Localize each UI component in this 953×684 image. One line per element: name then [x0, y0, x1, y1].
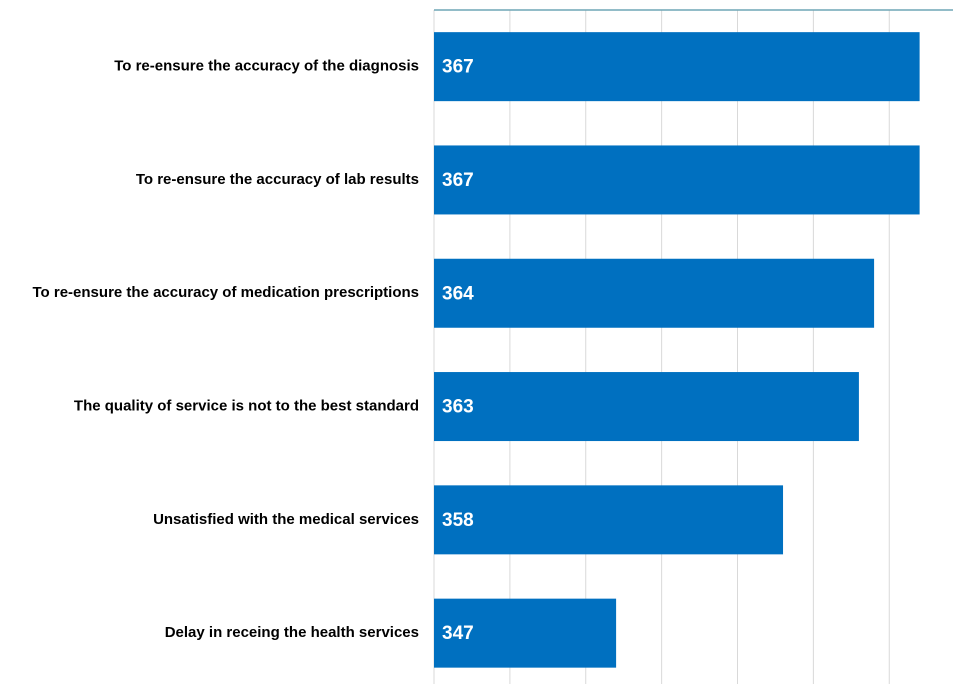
y-tick-label: To re-ensure the accuracy of the diagnos…	[114, 58, 419, 75]
bar	[434, 372, 859, 442]
y-tick-label: The quality of service is not to the bes…	[74, 398, 419, 415]
bar	[434, 145, 920, 215]
value-label: 347	[442, 623, 474, 644]
value-label: 358	[442, 510, 474, 531]
y-tick-label: To re-ensure the accuracy of medication …	[33, 284, 420, 301]
bar	[434, 598, 617, 668]
y-tick-label: Unsatisfied with the medical services	[153, 511, 419, 528]
value-label: 363	[442, 397, 474, 418]
bar	[434, 32, 920, 102]
value-label: 367	[442, 57, 474, 78]
value-label: 364	[442, 283, 474, 304]
y-tick-label: To re-ensure the accuracy of lab results	[136, 171, 419, 188]
y-tick-label: Delay in receing the health services	[165, 624, 419, 641]
bar	[434, 485, 784, 555]
bar	[434, 258, 875, 328]
value-label: 367	[442, 170, 474, 191]
